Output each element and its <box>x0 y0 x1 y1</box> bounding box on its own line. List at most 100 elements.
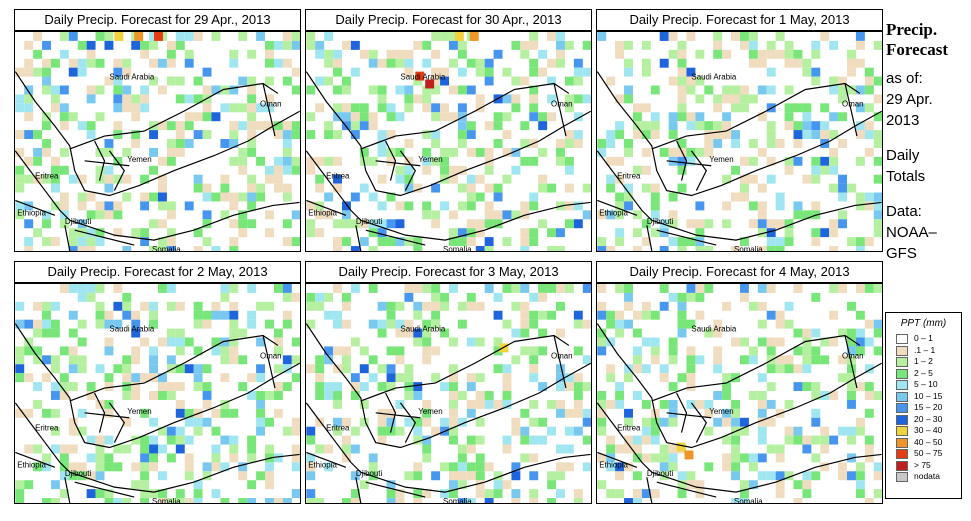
precip-cell <box>175 444 185 454</box>
precip-cell <box>520 40 530 50</box>
precip-cell <box>573 310 583 320</box>
precip-cell <box>606 174 616 184</box>
precip-cell <box>341 292 351 302</box>
precip-cell <box>855 328 865 338</box>
precip-cell <box>404 364 414 374</box>
precip-cell <box>582 183 591 193</box>
precip-cell <box>202 237 212 247</box>
precip-cell <box>457 417 467 427</box>
precip-cell <box>273 58 283 68</box>
precip-cell <box>624 58 633 68</box>
precip-cell <box>42 462 51 472</box>
precip-cell <box>193 489 203 499</box>
precip-cell <box>113 174 123 184</box>
precip-cell <box>122 301 132 311</box>
precip-cell <box>413 183 423 193</box>
precip-cell <box>149 192 158 202</box>
precip-cell <box>864 453 874 463</box>
precip-cell <box>33 382 43 392</box>
precip-cell <box>333 284 342 293</box>
precip-cell <box>615 471 625 481</box>
precip-cell <box>350 112 360 122</box>
precip-cell <box>333 417 342 427</box>
precip-cell <box>68 32 78 41</box>
precip-cell <box>838 284 848 293</box>
precip-cell <box>864 435 874 445</box>
precip-cell <box>739 174 749 184</box>
precip-cell <box>538 174 548 184</box>
precip-cell <box>256 391 266 400</box>
precip-cell <box>422 417 432 427</box>
precip-cell <box>677 156 687 166</box>
precip-cell <box>291 337 300 347</box>
precip-cell <box>131 435 141 445</box>
precip-cell <box>395 165 405 175</box>
precip-cell <box>713 391 723 400</box>
precip-cell <box>157 174 167 184</box>
precip-cell <box>229 201 239 211</box>
precip-cell <box>377 426 387 436</box>
precip-cell <box>149 58 158 68</box>
precip-cell <box>220 210 230 220</box>
precip-cell <box>475 417 485 427</box>
precip-cell <box>202 462 212 472</box>
precip-cell <box>615 310 625 320</box>
precip-cell <box>413 462 423 472</box>
precip-cell <box>15 489 25 499</box>
precip-cell <box>282 165 292 175</box>
precip-cell <box>77 174 87 184</box>
precip-cell <box>229 139 239 148</box>
precip-cell <box>556 471 565 481</box>
data-source-label: Data: <box>886 203 922 220</box>
precip-cell <box>24 130 34 140</box>
precip-cell <box>677 328 687 338</box>
precip-cell <box>229 310 239 320</box>
precip-cell <box>95 462 105 472</box>
precip-cell <box>597 399 607 409</box>
precip-cell <box>731 192 740 202</box>
precip-cell <box>140 480 150 490</box>
precip-cell <box>650 85 660 95</box>
precip-cell <box>632 121 642 131</box>
precip-cell <box>15 346 25 356</box>
precip-cell <box>431 85 441 95</box>
precip-cell <box>24 156 34 166</box>
precip-cell <box>511 94 521 104</box>
precip-cell <box>350 192 360 202</box>
precip-cell <box>864 121 874 131</box>
precip-cell <box>238 355 248 365</box>
precip-cell <box>211 32 221 41</box>
precip-cell <box>265 462 274 472</box>
side-heading: Forecast <box>886 40 948 59</box>
as-of-year: 2013 <box>886 112 920 129</box>
precip-cell <box>520 453 530 463</box>
border-line <box>306 199 426 251</box>
precip-cell <box>564 444 574 454</box>
precip-cell <box>775 444 785 454</box>
precip-cell <box>140 453 150 463</box>
precip-cell <box>838 328 848 338</box>
precip-cell <box>42 40 51 50</box>
precip-cell <box>122 498 132 503</box>
precip-cell <box>265 40 274 50</box>
precip-cell <box>68 426 78 436</box>
precip-cell <box>440 201 449 211</box>
precip-cell <box>140 373 150 383</box>
precip-cell <box>149 121 158 131</box>
legend-label: 2 – 5 <box>914 367 933 378</box>
precip-cell <box>847 337 856 347</box>
precip-cell <box>766 139 776 148</box>
precip-cell <box>739 40 749 50</box>
precip-cell <box>606 399 616 409</box>
precip-cell <box>175 382 185 392</box>
precip-cell <box>829 284 839 293</box>
precip-cell <box>668 32 678 41</box>
precip-cell <box>50 364 60 374</box>
precip-cell <box>229 58 239 68</box>
precip-cell <box>220 337 230 347</box>
precip-cell <box>193 319 203 329</box>
precip-cell <box>632 355 642 365</box>
precip-cell <box>855 284 865 293</box>
precip-cell <box>256 426 266 436</box>
